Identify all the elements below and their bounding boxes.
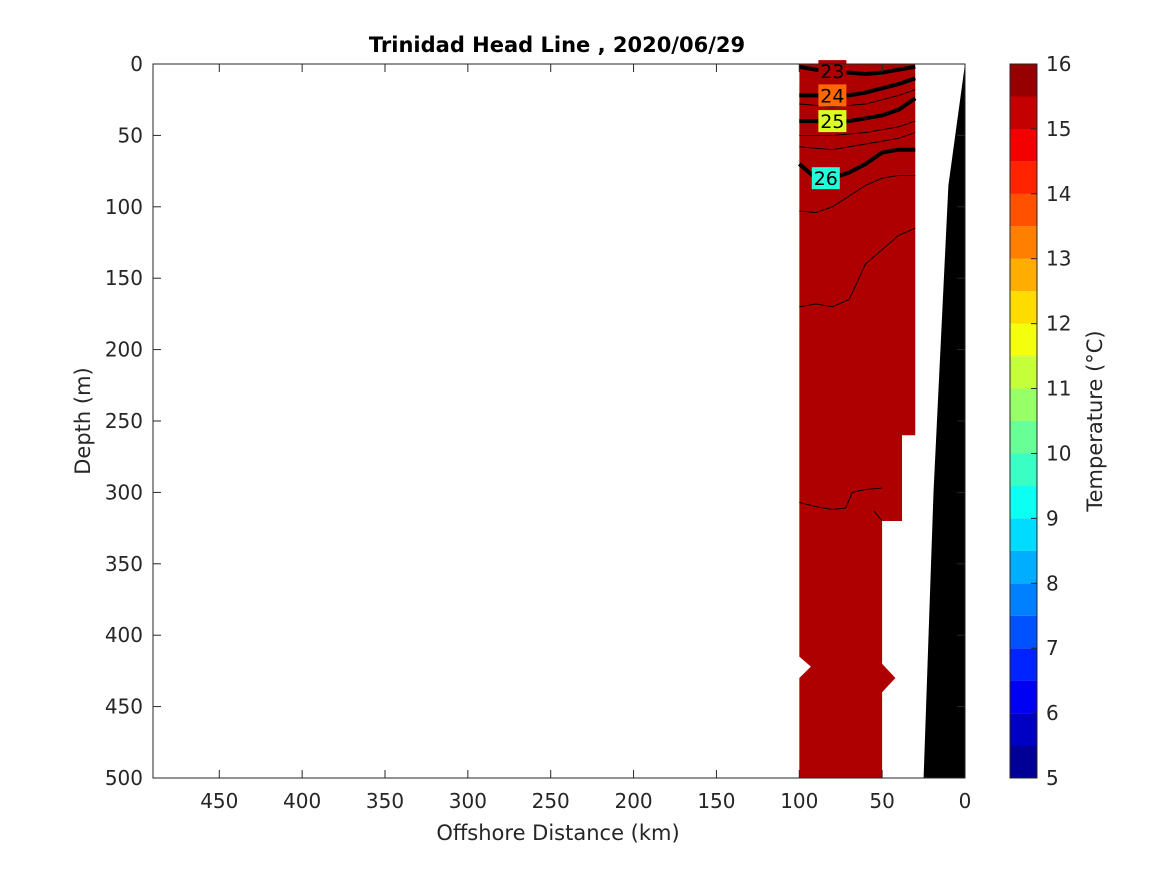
colorbar-swatch — [1010, 485, 1037, 519]
colorbar-tick-label: 12 — [1046, 312, 1071, 336]
x-axis-ticks: 450 400 350 300 250 200 150 100 50 0 — [200, 64, 971, 813]
colorbar-swatch — [1010, 323, 1037, 357]
colorbar-swatch — [1010, 128, 1037, 162]
y-tick-label: 400 — [105, 623, 143, 647]
colorbar-swatches — [1010, 64, 1037, 778]
colorbar-tick-label: 15 — [1046, 117, 1071, 141]
x-tick-label: 100 — [780, 789, 818, 813]
colorbar-tick-label: 8 — [1046, 571, 1059, 595]
x-tick-label: 50 — [869, 789, 894, 813]
colorbar-swatch — [1010, 453, 1037, 486]
x-tick-label: 250 — [532, 789, 570, 813]
colorbar-swatch — [1010, 583, 1037, 616]
bathymetry-seafloor — [923, 64, 965, 778]
y-tick-label: 150 — [105, 266, 143, 290]
contour-label-24: 24 — [820, 85, 844, 107]
colorbar-swatch — [1010, 615, 1037, 649]
y-tick-label: 450 — [105, 695, 143, 719]
y-tick-label: 500 — [105, 766, 143, 790]
thin-contour-line — [799, 174, 916, 213]
colorbar-tick-label: 9 — [1046, 506, 1059, 530]
y-tick-label: 50 — [118, 123, 143, 147]
y-axis-ticks: 0 50 100 150 200 250 300 350 400 450 500 — [105, 52, 965, 790]
y-tick-label: 300 — [105, 480, 143, 504]
colorbar-swatch — [1010, 96, 1037, 129]
colorbar-swatch — [1010, 226, 1037, 259]
bathymetry — [923, 64, 965, 778]
colorbar-swatch — [1010, 64, 1037, 97]
colorbar-swatch — [1010, 745, 1037, 778]
colorbar-swatch — [1010, 258, 1037, 292]
chart-title: Trinidad Head Line , 2020/06/29 — [369, 33, 745, 57]
thin-contour-line — [799, 120, 916, 136]
colorbar-label: Temperature (°C) — [1083, 330, 1107, 512]
thin-contour-lines — [799, 89, 916, 522]
colorbar-swatch — [1010, 388, 1037, 421]
colorbar-swatch — [1010, 421, 1037, 454]
thin-contour-line — [799, 132, 916, 151]
contour-label-background — [811, 167, 840, 190]
contour-label-background — [818, 60, 847, 83]
x-tick-label: 350 — [366, 789, 404, 813]
x-tick-label: 0 — [959, 789, 972, 813]
x-tick-label: 300 — [449, 789, 487, 813]
colorbar-swatch — [1010, 550, 1037, 584]
colorbar-swatch — [1010, 193, 1037, 227]
colorbar-tick-label: 7 — [1046, 636, 1059, 660]
colorbar-tick-label: 14 — [1046, 182, 1071, 206]
colorbar-swatch — [1010, 648, 1037, 681]
contour-label-25: 25 — [820, 111, 844, 133]
colorbar-frame — [1009, 63, 1038, 779]
x-tick-label: 400 — [283, 789, 321, 813]
thin-contour-line — [799, 227, 916, 308]
mask-offshore — [153, 64, 811, 778]
contour-label-background — [818, 110, 847, 133]
x-tick-label: 450 — [200, 789, 238, 813]
colorbar-tick-label: 11 — [1046, 377, 1071, 401]
x-tick-label: 150 — [697, 789, 735, 813]
y-tick-label: 0 — [130, 52, 143, 76]
colorbar-ticks: 5 6 7 8 9 10 11 12 13 14 15 16 — [1031, 52, 1071, 790]
y-tick-label: 250 — [105, 409, 143, 433]
colorbar-tick-label: 5 — [1046, 766, 1059, 790]
contour-label-background — [818, 84, 847, 107]
contour-label-23: 23 — [820, 61, 844, 83]
colorbar-swatch — [1010, 518, 1037, 551]
y-tick-label: 350 — [105, 552, 143, 576]
contour-label-26: 26 — [814, 168, 838, 190]
colorbar-tick-label: 6 — [1046, 701, 1059, 725]
colorbar-swatch — [1010, 713, 1037, 746]
colorbar-tick-label: 10 — [1046, 441, 1071, 465]
colorbar-swatch — [1010, 680, 1037, 714]
colorbar: 5 6 7 8 9 10 11 12 13 14 15 16 Temperature (°C) — [1009, 52, 1107, 790]
thin-contour-line — [873, 510, 883, 522]
x-axis-label: Offshore Distance (km) — [436, 821, 679, 845]
colorbar-swatch — [1010, 356, 1037, 389]
y-tick-label: 200 — [105, 338, 143, 362]
colorbar-tick-label: 16 — [1046, 52, 1071, 76]
y-axis-label: Depth (m) — [71, 367, 95, 474]
thin-contour-line — [799, 487, 883, 510]
y-tick-label: 100 — [105, 195, 143, 219]
colorbar-tick-label: 13 — [1046, 247, 1071, 271]
x-tick-label: 200 — [614, 789, 652, 813]
colorbar-swatch — [1010, 161, 1037, 194]
colorbar-swatch — [1010, 291, 1037, 324]
